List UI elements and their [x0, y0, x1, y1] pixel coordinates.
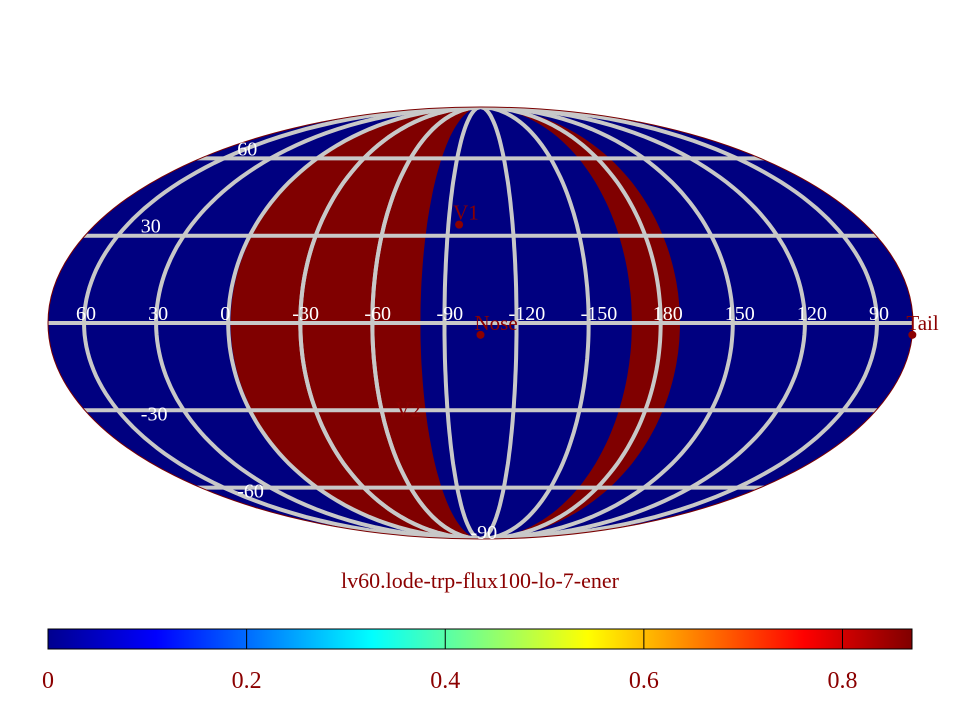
longitude-label: -90	[436, 303, 463, 325]
longitude-label: -120	[509, 303, 546, 325]
longitude-label: -150	[581, 303, 618, 325]
longitude-label: 150	[725, 303, 755, 325]
colorbar-tick-label: 0.8	[827, 668, 857, 694]
longitude-label: -60	[364, 303, 391, 325]
map-outline	[47, 106, 914, 540]
longitude-label: 60	[76, 303, 96, 325]
longitude-label: 30	[148, 303, 168, 325]
markers: V1 Nose V2 Tail	[395, 201, 939, 422]
v1-marker-label: V1	[453, 201, 479, 225]
v2-marker-label: V2	[395, 397, 421, 421]
colorbar-tick-label: 0.6	[629, 668, 659, 694]
longitude-labels: 60 30 0 -30 -60 -90 -120 -150 180 150 120 90	[76, 303, 889, 325]
colorbar: 0 0.2 0.4 0.6 0.8	[42, 628, 913, 694]
colorbar-tick-label: 0.4	[430, 668, 460, 694]
longitude-label: 90	[869, 303, 889, 325]
longitude-label: 180	[653, 303, 683, 325]
latitude-labels: 90 60 30 -30 -60 -90	[141, 87, 497, 544]
map-area	[48, 107, 913, 539]
nose-marker-dot	[476, 330, 485, 339]
latitude-label: 90	[471, 87, 491, 109]
colorbar-ticks: 0 0.2 0.4 0.6 0.8	[42, 629, 857, 694]
latitude-label: -30	[141, 403, 168, 425]
colorbar-tick-label: 0.2	[232, 668, 262, 694]
tail-marker-dot	[908, 330, 917, 339]
longitude-label: 0	[220, 303, 230, 325]
latitude-label: -90	[471, 522, 498, 544]
colorbar-gradient	[47, 628, 913, 650]
colorbar-tick-label: 0	[42, 668, 54, 694]
latitude-label: 60	[237, 138, 257, 160]
heat-band-band-2	[480, 107, 680, 539]
latitude-label: 30	[141, 216, 161, 238]
longitude-label: 120	[797, 303, 827, 325]
longitude-label: -30	[292, 303, 319, 325]
map-title: lv60.lode-trp-flux100-lo-7-ener	[341, 568, 620, 593]
latitude-label: -60	[237, 481, 264, 503]
v1-marker-dot	[455, 220, 464, 229]
nose-marker-label: Nose	[475, 311, 518, 335]
graticule	[48, 107, 913, 539]
tail-marker-label: Tail	[906, 311, 939, 335]
